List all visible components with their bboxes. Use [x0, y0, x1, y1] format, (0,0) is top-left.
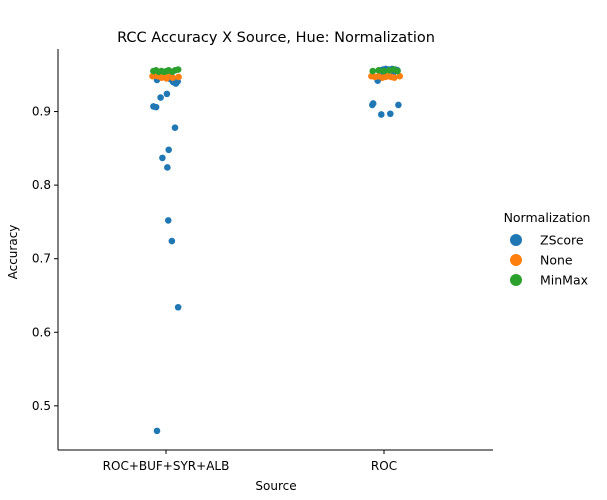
- data-points: [149, 65, 404, 435]
- point-zscore: [174, 303, 182, 311]
- point-zscore: [164, 164, 171, 171]
- point-zscore: [378, 111, 385, 118]
- legend-marker-minmax: [510, 274, 522, 286]
- y-tick-label: 0.8: [32, 178, 51, 192]
- y-tick-label: 0.9: [32, 105, 51, 119]
- legend-items: ZScore None MinMax: [510, 233, 588, 288]
- y-tick-label: 0.7: [32, 252, 51, 266]
- x-tick-label: ROC: [371, 459, 397, 473]
- point-zscore: [163, 90, 171, 98]
- point-minmax: [380, 67, 388, 75]
- point-zscore: [159, 154, 166, 162]
- point-zscore: [387, 110, 394, 118]
- point-zscore: [165, 146, 172, 154]
- y-tick-label: 0.5: [32, 399, 51, 413]
- y-tick-label: 0.6: [32, 325, 51, 339]
- legend-label-zscore: ZScore: [540, 233, 584, 248]
- point-zscore: [157, 94, 164, 101]
- point-zscore: [168, 237, 176, 245]
- chart-title: RCC Accuracy X Source, Hue: Normalizatio…: [117, 30, 435, 46]
- point-none: [169, 74, 177, 81]
- y-ticks: 0.5 0.6 0.7 0.8 0.9: [32, 105, 58, 413]
- point-minmax: [375, 67, 382, 74]
- legend-marker-none: [510, 254, 522, 266]
- point-minmax: [174, 66, 182, 73]
- point-zscore: [152, 103, 160, 111]
- legend: Normalization ZScore None MinMax: [504, 210, 591, 288]
- legend-title: Normalization: [504, 210, 591, 225]
- point-none: [175, 73, 182, 81]
- legend-label-none: None: [540, 253, 573, 268]
- point-minmax: [369, 67, 377, 75]
- point-zscore: [369, 100, 377, 107]
- x-tick-label: ROC+BUF+SYR+ALB: [103, 459, 230, 473]
- point-none: [396, 72, 404, 80]
- x-axis-label: Source: [255, 479, 296, 493]
- point-zscore: [164, 217, 172, 224]
- legend-label-minmax: MinMax: [540, 273, 588, 288]
- x-ticks: ROC+BUF+SYR+ALB ROC: [103, 450, 397, 473]
- y-axis-label: Accuracy: [6, 225, 20, 280]
- point-minmax: [394, 67, 401, 75]
- point-zscore: [153, 427, 161, 435]
- plot-area: 0.5 0.6 0.7 0.8 0.9 ROC+BUF+SYR+ALB ROC: [32, 49, 493, 473]
- point-zscore: [171, 124, 179, 132]
- point-none: [391, 74, 398, 81]
- point-zscore: [395, 101, 402, 109]
- legend-marker-zscore: [510, 234, 522, 246]
